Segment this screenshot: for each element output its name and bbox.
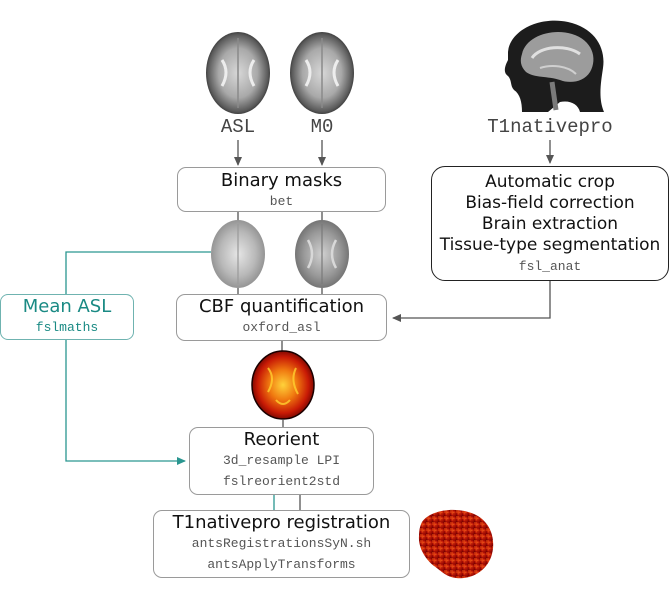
anat-processing-box: Automatic crop Bias-field correction Bra… <box>431 166 669 281</box>
mean-asl-title: Mean ASL <box>22 296 112 317</box>
reorient-title: Reorient <box>243 429 320 450</box>
anat-cmd: fsl_anat <box>518 259 582 274</box>
input-asl-label: ASL <box>221 116 255 138</box>
registration-cmd-apply: antsApplyTransforms <box>207 557 356 572</box>
reorient-cmd-resample: 3d_resample LPI <box>222 453 341 468</box>
input-m0-label: M0 <box>311 116 334 138</box>
binary-masks-cmd: bet <box>269 194 294 209</box>
teal-connector-to-mean-asl <box>65 251 211 294</box>
m0-brain-image <box>290 32 354 114</box>
binary-masks-box: Binary masks bet <box>177 167 386 212</box>
mean-asl-box: Mean ASL fslmaths <box>0 294 134 340</box>
masked-m0-image <box>295 220 349 288</box>
mean-asl-cmd: fslmaths <box>35 320 99 335</box>
arrow-anat-to-cbf <box>392 281 551 322</box>
cbf-cmd: oxford_asl <box>242 320 321 335</box>
cbf-title: CBF quantification <box>198 296 365 317</box>
reorient-cmd-fslreorient: fslreorient2std <box>222 474 341 489</box>
cbf-map-image <box>251 350 315 420</box>
input-t1-label: T1nativepro <box>487 116 612 138</box>
cbf-quantification-box: CBF quantification oxford_asl <box>176 294 387 341</box>
registration-cmd-syn: antsRegistrationsSyN.sh <box>191 536 372 551</box>
anat-line-extraction: Brain extraction <box>481 214 619 234</box>
registered-cbf-image <box>418 509 494 579</box>
anat-line-segmentation: Tissue-type segmentation <box>439 235 661 255</box>
anat-line-crop: Automatic crop <box>485 172 615 192</box>
teal-arrow-mean-asl-to-reorient <box>65 340 186 465</box>
anat-line-bias: Bias-field correction <box>465 193 635 213</box>
registration-box: T1nativepro registration antsRegistratio… <box>153 510 410 578</box>
t1-sagittal-image <box>504 20 604 112</box>
asl-brain-image <box>206 32 270 114</box>
registration-title: T1nativepro registration <box>172 512 391 533</box>
binary-masks-title: Binary masks <box>220 170 343 191</box>
masked-asl-image <box>211 220 265 288</box>
reorient-box: Reorient 3d_resample LPI fslreorient2std <box>189 427 374 495</box>
